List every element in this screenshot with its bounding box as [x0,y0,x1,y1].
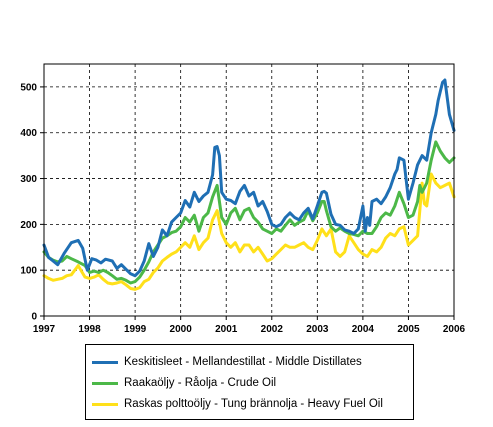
y-tick-label: 100 [20,266,37,277]
legend-swatch-heavy-fuel-oil [92,402,118,406]
plot-frame [43,63,455,317]
series-middle-distillates [42,78,456,278]
legend-item-heavy-fuel-oil: Raskas polttoöljy - Tung brännolja - Hea… [92,396,383,412]
series-crude-oil [42,140,456,285]
x-tick-label: 1997 [33,324,56,335]
legend: Keskitisleet - Mellandestillat - Middle … [85,344,414,420]
x-tick-label: 2000 [170,324,193,335]
legend-swatch-crude-oil [92,381,118,385]
x-tick-label: 2006 [443,324,466,335]
x-tick-label: 1999 [124,324,147,335]
grid-lines [44,64,454,316]
series-heavy-fuel-oil [42,172,456,291]
y-tick-label: 0 [31,312,37,323]
x-tick-label: 2002 [261,324,284,335]
x-tick-label: 2003 [306,324,329,335]
series-lines [42,78,456,291]
axis-ticks: 1997 1998 1999 2000 2001 2002 2003 2004 2005 2006… [20,82,465,335]
x-tick-label: 2004 [352,324,375,335]
legend-label-crude-oil: Raakaöljy - Råolja - Crude Oil [124,377,277,389]
y-tick-label: 200 [20,220,37,231]
y-tick-label: 500 [20,82,37,93]
x-tick-label: 1998 [78,324,101,335]
legend-swatch-middle-distillates [92,360,118,364]
x-tick-label: 2005 [397,324,420,335]
y-tick-label: 400 [20,128,37,139]
legend-label-middle-distillates: Keskitisleet - Mellandestillat - Middle … [124,356,362,368]
legend-label-heavy-fuel-oil: Raskas polttoöljy - Tung brännolja - Hea… [124,398,383,410]
legend-item-crude-oil: Raakaöljy - Råolja - Crude Oil [92,375,276,391]
x-tick-label: 2001 [215,324,238,335]
chart-canvas: 1997 1998 1999 2000 2001 2002 2003 2004 2005 2006… [20,63,466,335]
y-tick-label: 300 [20,174,37,185]
legend-item-middle-distillates: Keskitisleet - Mellandestillat - Middle … [92,354,362,370]
